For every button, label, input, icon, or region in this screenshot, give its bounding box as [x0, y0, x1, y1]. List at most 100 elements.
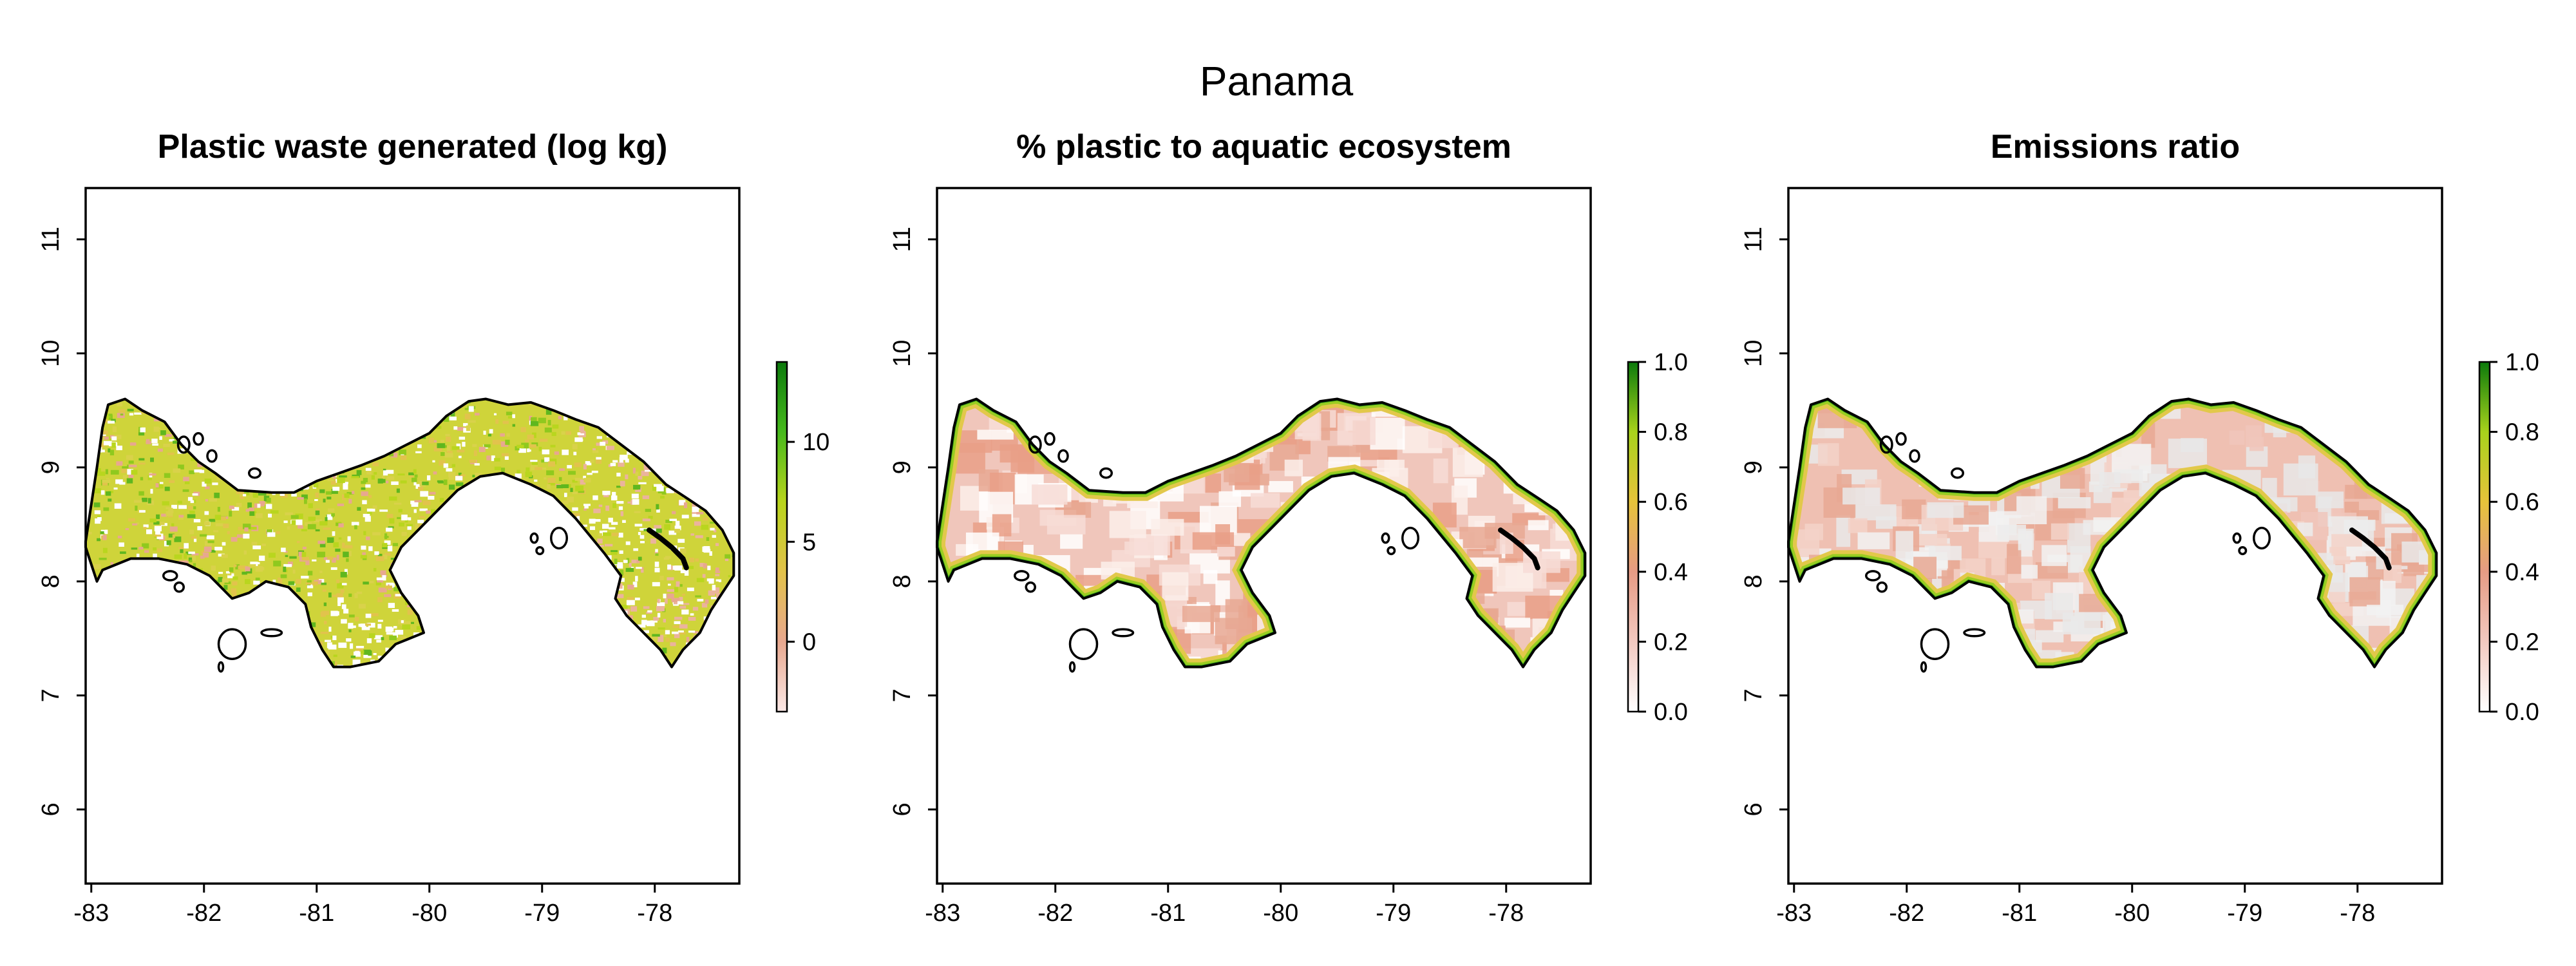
x-tick-label: -82 [186, 900, 222, 927]
x-tick-label: -80 [412, 900, 447, 927]
island [206, 449, 218, 463]
y-tick-label: 8 [37, 574, 64, 588]
y-tick-label: 10 [37, 340, 64, 367]
island [550, 526, 568, 550]
island [1876, 581, 1888, 593]
island [1909, 449, 1920, 463]
coastline [1787, 397, 2438, 668]
coastline-accent [647, 527, 689, 571]
island [1025, 581, 1036, 593]
y-tick-label: 9 [889, 460, 916, 474]
island [173, 581, 185, 593]
island [162, 570, 178, 582]
island [217, 628, 247, 660]
island [1099, 467, 1113, 479]
panel-title: Emissions ratio [1991, 128, 2240, 166]
coastline-accent [2349, 527, 2392, 571]
map-land-raster [1788, 399, 2437, 667]
colorbar: 0 5 10 [775, 361, 829, 713]
x-tick-label: -79 [1376, 900, 1411, 927]
island [1951, 467, 1964, 479]
island [1920, 661, 1927, 673]
island [2238, 545, 2248, 556]
colorbar-tick-label: 1.0 [1654, 349, 1688, 376]
island [248, 467, 261, 479]
x-tick-label: -78 [2340, 900, 2375, 927]
panel-plastic-to-aquatic: % plastic to aquatic ecosystem -83 -82 -81… [889, 128, 1688, 927]
island [1920, 628, 1950, 660]
y-tick-label: 11 [1740, 227, 1767, 252]
plot-frame [1787, 187, 2443, 885]
island [535, 545, 545, 556]
x-tick-label: -83 [1776, 900, 1812, 927]
y-tick-label: 7 [1740, 688, 1767, 702]
x-tick-label: -81 [299, 900, 334, 927]
island [193, 431, 204, 446]
island [1401, 526, 1419, 550]
y-tick-label: 10 [1740, 340, 1767, 367]
x-tick-label: -78 [1488, 900, 1524, 927]
plot-frame [84, 187, 741, 885]
island [1044, 431, 1056, 446]
y-tick-label: 10 [889, 340, 916, 367]
y-tick-label: 11 [889, 227, 916, 252]
island [1068, 628, 1099, 660]
x-tick-label: -81 [1150, 900, 1186, 927]
island [260, 628, 283, 638]
x-tick-label: -79 [2227, 900, 2262, 927]
y-tick-label: 11 [37, 227, 64, 252]
x-tick-label: -78 [637, 900, 672, 927]
panel-title: % plastic to aquatic ecosystem [1016, 128, 1511, 166]
panel-plastic-waste: Plastic waste generated (log kg) -83 -82 -… [37, 128, 829, 927]
x-tick-label: -80 [2114, 900, 2150, 927]
x-tick-label: -79 [524, 900, 560, 927]
island [1963, 628, 1986, 638]
colorbar: 0.0 0.2 0.4 0.6 0.8 1.0 [1627, 349, 1688, 726]
figure-title: Panama [1200, 58, 1354, 104]
colorbar-tick-label: 0.6 [1654, 489, 1688, 516]
y-tick-label: 8 [1740, 574, 1767, 588]
x-tick-label: -83 [73, 900, 109, 927]
colorbar-tick-label: 10 [802, 429, 829, 456]
colorbar-tick-label: 5 [802, 529, 816, 556]
coastline-accent [1498, 527, 1540, 571]
y-tick-label: 9 [37, 460, 64, 474]
colorbar-tick-label: 0.4 [2505, 559, 2539, 586]
colorbar-tick-label: 0.8 [2505, 419, 2539, 446]
x-tick-label: -83 [925, 900, 960, 927]
x-tick-label: -82 [1037, 900, 1073, 927]
island [1387, 545, 1396, 556]
island [529, 532, 539, 544]
coastline [936, 397, 1587, 668]
island [1028, 435, 1042, 454]
island [1895, 431, 1907, 446]
x-tick-label: -82 [1889, 900, 1924, 927]
x-tick-label: -81 [2002, 900, 2037, 927]
island [1879, 435, 1893, 454]
island [1014, 570, 1030, 582]
y-tick-label: 7 [889, 688, 916, 702]
colorbar-tick-label: 0 [802, 629, 816, 656]
y-tick-label: 6 [1740, 802, 1767, 816]
y-tick-label: 8 [889, 574, 916, 588]
colorbar: 0.0 0.2 0.4 0.6 0.8 1.0 [2478, 349, 2539, 726]
plot-frame [936, 187, 1592, 885]
island [1381, 532, 1390, 544]
y-tick-label: 7 [37, 688, 64, 702]
colorbar-tick-label: 0.2 [1654, 629, 1688, 656]
panel-title: Plastic waste generated (log kg) [158, 128, 668, 166]
colorbar-tick-label: 0.2 [2505, 629, 2539, 656]
island [2232, 532, 2242, 544]
island [176, 435, 191, 454]
y-tick-label: 9 [1740, 460, 1767, 474]
y-tick-label: 6 [37, 802, 64, 816]
island [1057, 449, 1069, 463]
panel-emissions-ratio: Emissions ratio -83 -82 -81 -80 -79 -78 6 7 8 9 10… [1740, 128, 2539, 927]
island [1112, 628, 1135, 638]
colorbar-tick-label: 0.6 [2505, 489, 2539, 516]
colorbar-tick-label: 0.4 [1654, 559, 1688, 586]
x-tick-label: -80 [1263, 900, 1298, 927]
island [1068, 661, 1076, 673]
island [217, 661, 225, 673]
